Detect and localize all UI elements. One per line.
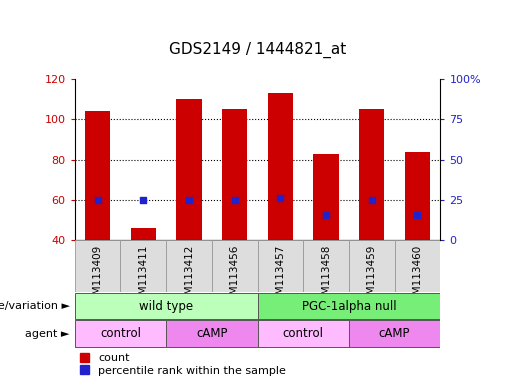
Text: GDS2149 / 1444821_at: GDS2149 / 1444821_at bbox=[169, 42, 346, 58]
Point bbox=[231, 197, 239, 203]
Text: cAMP: cAMP bbox=[379, 327, 410, 340]
Text: GSM113459: GSM113459 bbox=[367, 245, 377, 308]
Text: GSM113409: GSM113409 bbox=[93, 245, 102, 308]
Point bbox=[368, 197, 376, 203]
Bar bbox=[405, 152, 430, 240]
Point bbox=[93, 197, 101, 203]
Text: control: control bbox=[283, 327, 324, 340]
Text: PGC-1alpha null: PGC-1alpha null bbox=[302, 300, 396, 313]
Point bbox=[414, 212, 422, 218]
Bar bbox=[75, 320, 166, 347]
Legend: count, percentile rank within the sample: count, percentile rank within the sample bbox=[80, 353, 286, 376]
Text: control: control bbox=[100, 327, 141, 340]
Point bbox=[185, 197, 193, 203]
Text: cAMP: cAMP bbox=[196, 327, 228, 340]
Bar bbox=[303, 240, 349, 292]
Text: agent ►: agent ► bbox=[25, 329, 70, 339]
Bar bbox=[258, 293, 440, 319]
Bar bbox=[349, 320, 440, 347]
Text: GSM113412: GSM113412 bbox=[184, 245, 194, 308]
Point bbox=[322, 212, 330, 218]
Text: genotype/variation ►: genotype/variation ► bbox=[0, 301, 70, 311]
Bar bbox=[75, 240, 121, 292]
Bar bbox=[394, 240, 440, 292]
Text: GSM113460: GSM113460 bbox=[413, 245, 422, 308]
Point bbox=[276, 195, 284, 202]
Text: GSM113456: GSM113456 bbox=[230, 245, 239, 308]
Bar bbox=[314, 154, 339, 240]
Bar bbox=[212, 240, 258, 292]
Text: GSM113411: GSM113411 bbox=[138, 245, 148, 308]
Bar bbox=[121, 240, 166, 292]
Bar bbox=[75, 293, 258, 319]
Bar bbox=[258, 240, 303, 292]
Bar bbox=[359, 109, 384, 240]
Text: GSM113458: GSM113458 bbox=[321, 245, 331, 308]
Bar bbox=[131, 228, 156, 240]
Bar bbox=[85, 111, 110, 240]
Bar bbox=[166, 240, 212, 292]
Bar bbox=[258, 320, 349, 347]
Point bbox=[139, 197, 147, 203]
Bar bbox=[268, 93, 293, 240]
Bar bbox=[166, 320, 258, 347]
Text: wild type: wild type bbox=[139, 300, 193, 313]
Bar bbox=[222, 109, 247, 240]
Bar bbox=[176, 99, 201, 240]
Bar bbox=[349, 240, 394, 292]
Text: GSM113457: GSM113457 bbox=[276, 245, 285, 308]
